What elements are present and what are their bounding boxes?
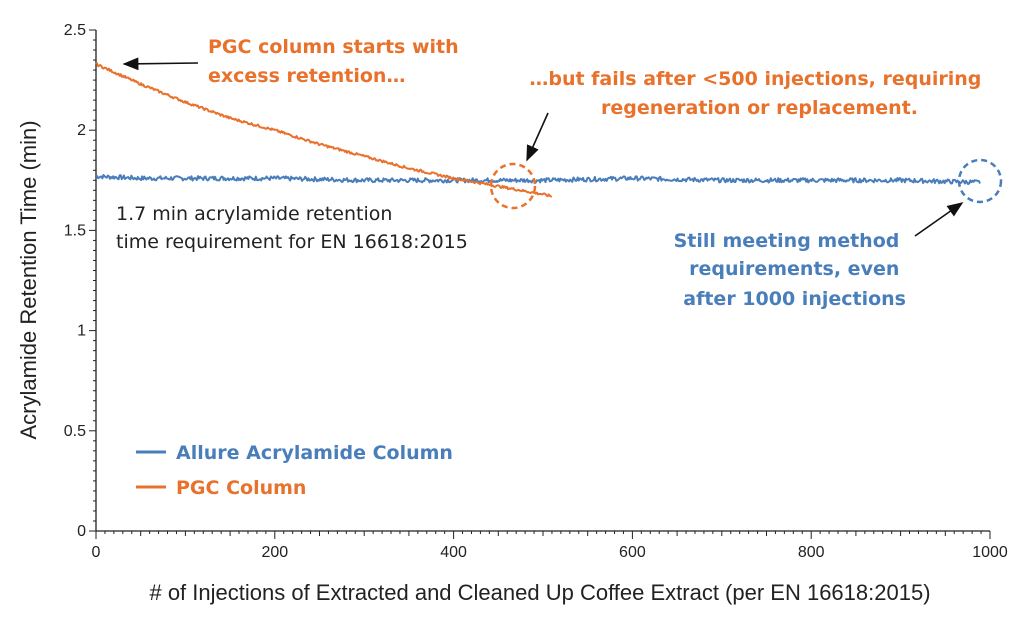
pgc-fail-line-2: regeneration or replacement.: [601, 97, 918, 119]
y-tick-label: 1.5: [64, 222, 86, 239]
allure-still-arrow: [914, 202, 964, 237]
allure-endpoint-highlight-circle: [957, 158, 1003, 204]
legend-label-pgc: PGC Column: [176, 477, 306, 499]
x-tick-label: 1000: [972, 544, 1008, 561]
pgc-failure-highlight-circle: [489, 162, 537, 210]
pgc-fail-line-1: …but fails after <500 injections, requir…: [529, 68, 981, 90]
x-tick-label: 600: [619, 544, 646, 561]
series-group: [95, 62, 981, 198]
allure-still-line-2: requirements, even: [689, 258, 899, 280]
pgc-start-arrow: [122, 57, 199, 71]
pgc-fail-annotation: …but fails after <500 injections, requir…: [529, 68, 988, 119]
y-tick-label: 2: [77, 122, 86, 139]
requirement-annotation: 1.7 min acrylamide retention time requir…: [116, 203, 468, 253]
pgc-start-line-1: PGC column starts with: [208, 36, 459, 58]
y-axis-title: Acrylamide Retention Time (min): [16, 120, 41, 439]
pgc-start-line-2: excess retention…: [208, 65, 405, 87]
pgc-start-annotation: PGC column starts with excess retention…: [208, 36, 465, 87]
pgc-series-line: [95, 62, 553, 198]
requirement-line-2: time requirement for EN 16618:2015: [116, 231, 468, 253]
y-tick-label: 1: [77, 323, 86, 340]
allure-still-annotation: Still meeting method requirements, even …: [674, 230, 906, 310]
allure-still-line-3: after 1000 injections: [683, 288, 906, 310]
x-tick-label: 400: [440, 544, 467, 561]
x-axis-title: # of Injections of Extracted and Cleaned…: [149, 580, 930, 605]
y-tick-label: 0.5: [64, 423, 86, 440]
tick-marks: [89, 29, 991, 539]
y-tick-label: 2.5: [64, 22, 86, 39]
legend-label-allure: Allure Acrylamide Column: [176, 442, 453, 464]
allure-still-line-1: Still meeting method: [674, 230, 900, 252]
x-tick-label: 200: [261, 544, 288, 561]
allure-series-line: [95, 174, 981, 186]
y-tick-label: 0: [77, 523, 86, 540]
x-tick-label: 0: [92, 544, 101, 561]
legend: Allure Acrylamide Column PGC Column: [136, 442, 453, 499]
x-tick-label: 800: [798, 544, 825, 561]
tick-labels: 0 0.5 1 1.5 2 2.5 0 200 400 600 800 1000: [64, 22, 1008, 561]
pgc-fail-arrow: [526, 112, 549, 162]
requirement-line-1: 1.7 min acrylamide retention: [116, 203, 392, 225]
